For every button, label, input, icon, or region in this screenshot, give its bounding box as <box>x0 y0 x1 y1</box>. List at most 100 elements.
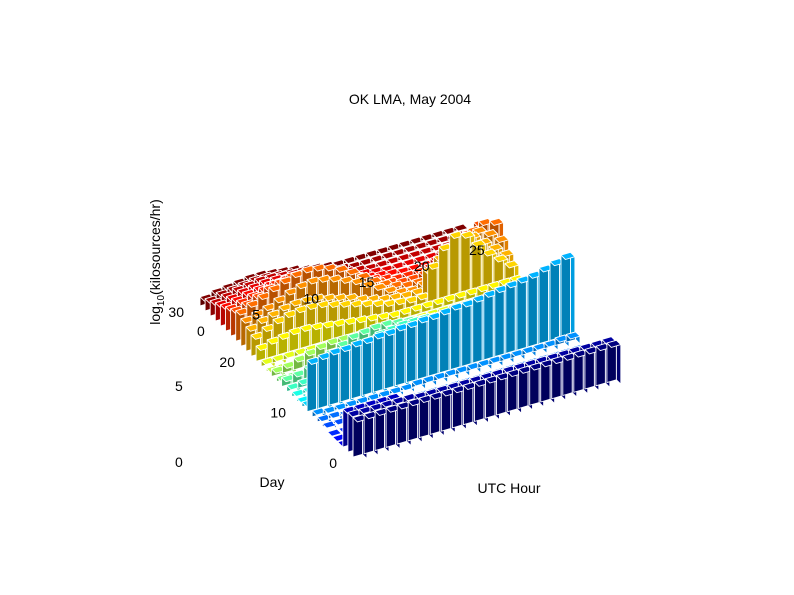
bar-front-face <box>428 312 439 377</box>
bar-day-6-hour-0 <box>327 428 342 437</box>
bar-top-face <box>391 261 407 270</box>
bar-top-face <box>359 257 375 266</box>
bar-top-face <box>327 428 342 437</box>
bar-top-face <box>419 246 435 255</box>
bar-day-1-hour-23 <box>606 339 622 385</box>
bar-top-face <box>413 254 429 263</box>
bar-front-face <box>350 339 362 400</box>
bar-front-face <box>438 243 449 302</box>
bar-day-30-hour-18 <box>403 244 419 255</box>
bar-top-face <box>291 388 307 397</box>
bar-front-face <box>516 275 527 351</box>
y-tick-label: 30 <box>168 304 184 320</box>
bar-front-face <box>460 230 471 296</box>
bar-day-9-hour-7 <box>389 386 404 397</box>
bar-top-face <box>504 260 520 269</box>
bar-side-face <box>615 339 622 385</box>
bar-top-face <box>409 236 425 245</box>
bar-day-9-hour-23 <box>565 331 581 345</box>
bar-top-face <box>420 233 436 242</box>
bar-day-9-hour-14 <box>466 362 482 374</box>
bar-top-face <box>494 235 510 244</box>
bar-top-face <box>408 249 424 258</box>
bar-front-face <box>549 258 560 341</box>
z-tick-label: 0 <box>175 454 183 470</box>
bar-top-face <box>365 249 380 258</box>
bar-top-face <box>350 277 366 286</box>
bar-day-31-hour-15 <box>365 249 380 260</box>
bar-day-10-hour-23 <box>560 251 576 340</box>
bar-day-7-hour-0 <box>321 420 337 429</box>
bar-front-face <box>361 336 373 396</box>
bar-front-face <box>449 230 460 299</box>
bar-top-face <box>345 267 361 276</box>
bar-day-13-hour-0 <box>291 388 307 399</box>
bar-top-face <box>381 251 397 260</box>
bar-top-face <box>343 255 358 264</box>
bar-day-9-hour-9 <box>411 378 426 390</box>
x-tick-label: 0 <box>197 323 205 339</box>
bar-top-face <box>560 251 576 260</box>
x-tick-label: 10 <box>304 290 320 306</box>
z-tick-label: 5 <box>175 378 183 394</box>
bar-front-face <box>505 280 516 354</box>
bar-top-face <box>392 248 408 257</box>
bar-top-face <box>400 383 415 392</box>
bar-top-face <box>372 282 388 291</box>
bar-front-face <box>339 344 351 403</box>
bar-side-face <box>570 251 576 340</box>
bar-front-face <box>372 331 384 393</box>
bar-top-face <box>460 230 476 239</box>
bars-3d <box>199 217 622 460</box>
bar-top-face <box>403 244 419 253</box>
bar-front-face <box>317 352 329 409</box>
bar-top-face <box>402 258 418 267</box>
z-axis-label: log10(kilosources/hr) <box>147 199 167 325</box>
bar-day-9-hour-8 <box>400 383 415 393</box>
bar-front-face <box>394 323 406 387</box>
bar-top-face <box>453 223 469 232</box>
bar-top-face <box>483 229 499 238</box>
bar-top-face <box>389 386 404 395</box>
bar-day-19-hour-0 <box>260 357 276 369</box>
x-tick-label: 20 <box>414 258 430 274</box>
bar-top-face <box>327 410 343 419</box>
bar-top-face <box>606 339 622 348</box>
bar-top-face <box>386 256 402 265</box>
bar-front-face <box>450 302 461 371</box>
bar-top-face <box>425 238 441 247</box>
bar-top-face <box>397 253 413 262</box>
bar-top-face <box>354 252 369 261</box>
x-tick-label: 25 <box>469 242 485 258</box>
bar-day-31-hour-16 <box>376 246 392 257</box>
axes: 0 5 10 15 20 25 0 10 20 30 0 5 <box>168 242 484 471</box>
x-axis-label: UTC Hour <box>477 480 540 496</box>
bar-front-face <box>461 299 472 367</box>
x-tick-label: 15 <box>359 274 375 290</box>
bar-top-face <box>436 235 452 244</box>
bar-front-face <box>417 315 428 380</box>
bar-front-face <box>406 320 417 384</box>
bar-day-20-hour-3 <box>288 327 304 354</box>
bar-top-face <box>565 331 581 340</box>
bar-top-face <box>334 264 350 273</box>
bar-front-face <box>538 264 549 345</box>
bar-front-face <box>527 270 538 348</box>
bar-top-face <box>370 254 386 263</box>
bar-front-face <box>328 347 340 406</box>
bar-top-face <box>398 239 414 248</box>
bar-day-9-hour-11 <box>433 371 449 384</box>
x-tick-label: 5 <box>252 307 260 323</box>
bar-day-9-hour-15 <box>477 358 493 371</box>
bar-front-face <box>472 294 483 364</box>
y-axis-label: Day <box>260 474 285 490</box>
bar-front-face <box>383 328 395 390</box>
y-tick-label: 20 <box>219 354 235 370</box>
bar-top-face <box>316 414 332 423</box>
bar-front-face <box>560 251 571 338</box>
bar-top-face <box>414 241 430 250</box>
bar-top-face <box>376 246 392 255</box>
bar-top-face <box>321 420 337 429</box>
z-axis-label-log: log <box>147 306 163 325</box>
